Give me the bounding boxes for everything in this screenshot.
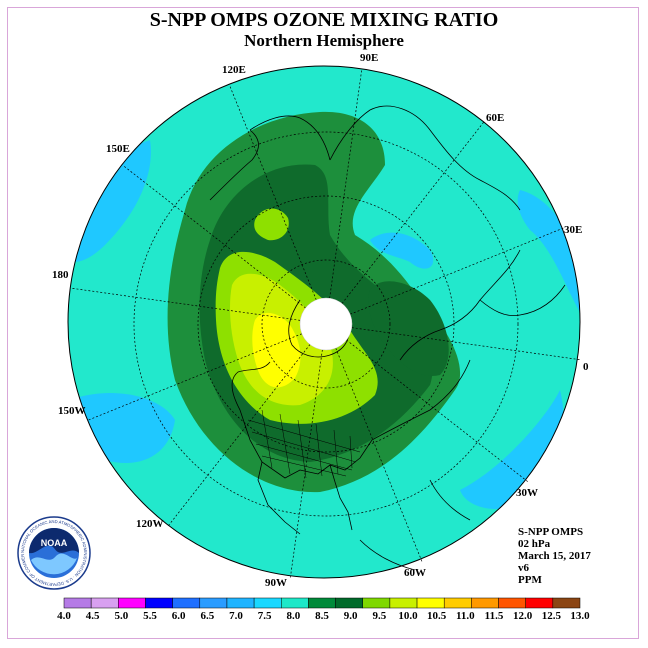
low-region-east	[517, 190, 580, 320]
colorbar-tick-label: 10.0	[398, 610, 418, 622]
colorbar-swatch	[362, 597, 391, 609]
lon-label-120e: 120E	[222, 64, 246, 76]
colorbar-swatch	[63, 597, 92, 609]
colorbar-tick-label: 5.5	[143, 610, 157, 622]
colorbar-swatch	[552, 597, 581, 609]
lon-label-60e: 60E	[486, 112, 504, 124]
colorbar-tick-label: 4.5	[86, 610, 100, 622]
colorbar-swatch	[389, 597, 418, 609]
colorbar-tick-label: 5.0	[114, 610, 128, 622]
colorbar-swatch	[471, 597, 499, 609]
coastlines	[209, 105, 566, 571]
lon-label-150e: 150E	[106, 143, 130, 155]
lon-label-150w: 150W	[58, 405, 86, 417]
colorbar-tick-label: 11.5	[485, 610, 504, 622]
lon-label-90w: 90W	[265, 577, 287, 589]
colorbar-tick-label: 7.0	[229, 610, 243, 622]
lon-label-30e: 30E	[564, 224, 582, 236]
info-level: 02 hPa	[518, 538, 551, 550]
colorbar-swatch	[498, 597, 526, 609]
map-border	[67, 65, 581, 579]
colorbar-tick-label: 8.5	[315, 610, 329, 622]
colorbar-swatch	[145, 597, 173, 609]
latitude-circle	[133, 131, 519, 517]
colorbar-tick-label: 6.0	[172, 610, 186, 622]
colorbar-swatch	[443, 597, 472, 609]
colorbar-tick-label: 12.5	[542, 610, 562, 622]
map-title: S-NPP OMPS OZONE MIXING RATIO	[149, 9, 499, 31]
contour-blob-120e	[254, 208, 289, 241]
contour-10.5	[252, 312, 301, 388]
colorbar-tick-label: 6.5	[200, 610, 214, 622]
colorbar-tick-label: 7.5	[258, 610, 272, 622]
info-units: PPM	[518, 574, 542, 586]
colorbar-swatch	[253, 597, 282, 609]
lon-label-90e: 90E	[360, 52, 378, 64]
colorbar-tick-label: 9.0	[344, 610, 358, 622]
usa-states	[247, 409, 361, 479]
colorbar-tick-label: 12.0	[513, 610, 533, 622]
colorbar: 4.0 4.5 5.0 5.5 6.0 6.5 7.0 7.5 8.0 8.5 9.0 9.5 10.0…	[57, 597, 590, 622]
colorbar-swatch	[172, 597, 201, 609]
colorbar-swatch	[226, 597, 255, 609]
colorbar-swatch	[118, 597, 146, 609]
longitude-labels: 90E 60E 30E 0 30W 60W 90W 120W 150W 180 …	[52, 52, 589, 589]
colorbar-swatch	[525, 597, 554, 609]
lon-label-0: 0	[583, 361, 589, 373]
colorbar-swatch	[416, 597, 445, 609]
contour-arm-east	[368, 281, 449, 376]
lon-label-120w: 120W	[136, 518, 164, 530]
lon-label-30w: 30W	[516, 487, 538, 499]
latitude-circle	[261, 259, 391, 389]
info-date: March 15, 2017	[518, 550, 591, 562]
low-region-arctic	[370, 232, 434, 269]
colorbar-tick-label: 11.0	[456, 610, 475, 622]
colorbar-swatch	[335, 597, 363, 609]
colorbar-tick-label: 8.0	[286, 610, 300, 622]
low-region-west	[70, 140, 151, 262]
colorbar-tick-label: 9.5	[372, 610, 386, 622]
colorbar-tick-label: 4.0	[57, 610, 71, 622]
colorbar-swatch	[90, 597, 119, 609]
noaa-logo-text: NOAA	[41, 538, 68, 548]
lon-label-60w: 60W	[404, 567, 426, 579]
info-instrument: S-NPP OMPS	[518, 526, 584, 538]
colorbar-tick-label: 10.5	[427, 610, 447, 622]
info-version: v6	[518, 562, 529, 574]
colorbar-swatch	[281, 597, 309, 609]
lon-label-180: 180	[52, 269, 69, 281]
map-subtitle: Northern Hemisphere	[244, 31, 404, 50]
colorbar-swatch	[308, 597, 336, 609]
pole-dots	[299, 297, 353, 351]
colorbar-swatch	[199, 597, 228, 609]
colorbar-tick-label: 13.0	[570, 610, 590, 622]
info-block: S-NPP OMPS 02 hPa March 15, 2017 v6 PPM	[518, 526, 591, 586]
figure-frame	[7, 7, 639, 639]
